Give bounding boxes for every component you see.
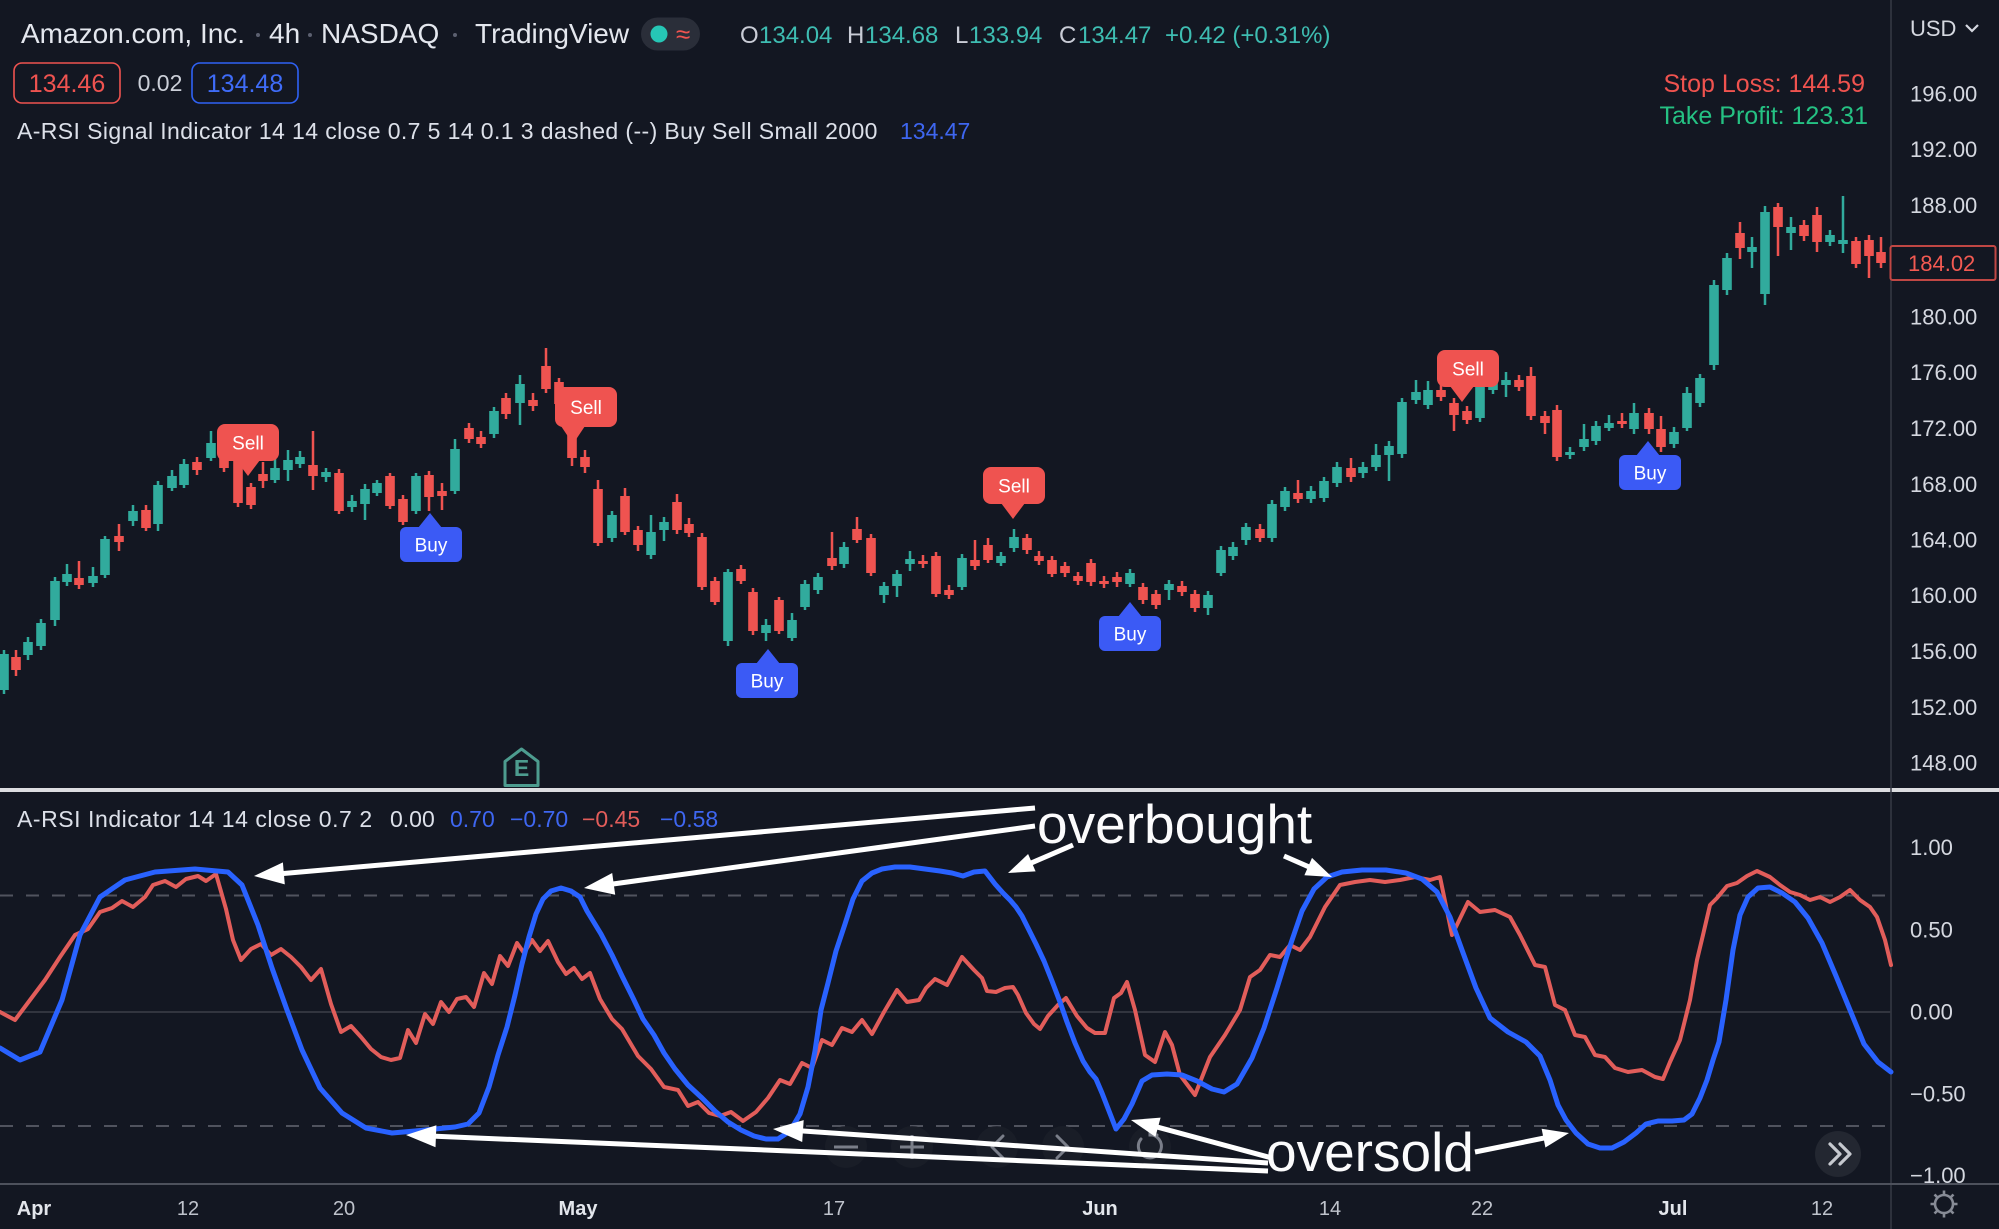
svg-text:152.00: 152.00 [1910, 695, 1977, 720]
svg-text:oversold: oversold [1266, 1121, 1474, 1183]
svg-text:188.00: 188.00 [1910, 193, 1977, 218]
svg-text:134.47: 134.47 [900, 118, 970, 144]
svg-text:172.00: 172.00 [1910, 416, 1977, 441]
svg-text:12: 12 [177, 1198, 199, 1220]
svg-text:NASDAQ: NASDAQ [321, 18, 439, 49]
svg-text:−0.70: −0.70 [510, 806, 568, 832]
svg-text:A-RSI Indicator 14 14 close 0.: A-RSI Indicator 14 14 close 0.7 2 [17, 806, 373, 832]
svg-text:22: 22 [1471, 1198, 1493, 1220]
svg-text:184.02: 184.02 [1908, 251, 1975, 276]
svg-text:134.68: 134.68 [865, 22, 938, 49]
svg-text:1.00: 1.00 [1910, 835, 1953, 860]
svg-text:≈: ≈ [676, 19, 690, 49]
svg-text:133.94: 133.94 [969, 22, 1042, 49]
svg-text:134.47: 134.47 [1078, 22, 1151, 49]
svg-text:overbought: overbought [1037, 793, 1312, 855]
svg-text:L: L [955, 22, 968, 49]
svg-text:Take Profit: 123.31: Take Profit: 123.31 [1660, 102, 1868, 130]
svg-text:196.00: 196.00 [1910, 82, 1977, 107]
svg-text:Apr: Apr [17, 1198, 52, 1220]
svg-text:Sell: Sell [570, 398, 602, 419]
svg-text:H: H [847, 22, 864, 49]
svg-text:160.00: 160.00 [1910, 583, 1977, 608]
svg-text:Sell: Sell [998, 477, 1030, 498]
svg-text:0.70: 0.70 [450, 806, 495, 832]
svg-text:156.00: 156.00 [1910, 639, 1977, 664]
svg-text:164.00: 164.00 [1910, 528, 1977, 553]
svg-text:0.00: 0.00 [390, 806, 435, 832]
svg-text:12: 12 [1811, 1198, 1833, 1220]
svg-text:Amazon.com, Inc.: Amazon.com, Inc. [21, 18, 245, 49]
svg-text:Jul: Jul [1659, 1198, 1688, 1220]
svg-text:134.48: 134.48 [207, 70, 283, 98]
svg-text:0.50: 0.50 [1910, 917, 1953, 942]
svg-text:+0.42 (+0.31%): +0.42 (+0.31%) [1165, 22, 1330, 49]
svg-text:−0.50: −0.50 [1910, 1081, 1966, 1106]
svg-text:180.00: 180.00 [1910, 305, 1977, 330]
svg-text:134.46: 134.46 [29, 70, 105, 98]
svg-text:E: E [514, 755, 529, 781]
svg-text:A-RSI Signal Indicator 14 14 c: A-RSI Signal Indicator 14 14 close 0.7 5… [17, 118, 878, 144]
svg-text:Jun: Jun [1082, 1198, 1118, 1220]
svg-text:TradingView: TradingView [475, 18, 630, 49]
svg-text:17: 17 [823, 1198, 845, 1220]
svg-text:Sell: Sell [232, 434, 264, 455]
svg-text:−0.58: −0.58 [660, 806, 718, 832]
svg-text:Buy: Buy [1114, 625, 1147, 646]
svg-text:−0.45: −0.45 [582, 806, 640, 832]
svg-text:0.02: 0.02 [138, 70, 183, 96]
svg-text:0.00: 0.00 [1910, 1000, 1953, 1025]
svg-text:148.00: 148.00 [1910, 751, 1977, 776]
svg-text:Sell: Sell [1452, 360, 1484, 381]
svg-text:Buy: Buy [415, 536, 448, 557]
svg-text:C: C [1059, 22, 1076, 49]
svg-text:USD: USD [1910, 16, 1956, 41]
svg-text:14: 14 [1319, 1198, 1341, 1220]
svg-text:Buy: Buy [1634, 464, 1667, 485]
svg-text:134.04: 134.04 [759, 22, 832, 49]
svg-text:192.00: 192.00 [1910, 137, 1977, 162]
svg-text:−1.00: −1.00 [1910, 1163, 1966, 1188]
svg-text:176.00: 176.00 [1910, 360, 1977, 385]
svg-text:168.00: 168.00 [1910, 472, 1977, 497]
svg-text:20: 20 [333, 1198, 355, 1220]
svg-text:4h: 4h [269, 18, 300, 49]
svg-text:May: May [559, 1198, 599, 1220]
svg-text:Buy: Buy [751, 672, 784, 693]
svg-text:Stop Loss: 144.59: Stop Loss: 144.59 [1663, 70, 1865, 98]
svg-text:O: O [740, 22, 759, 49]
